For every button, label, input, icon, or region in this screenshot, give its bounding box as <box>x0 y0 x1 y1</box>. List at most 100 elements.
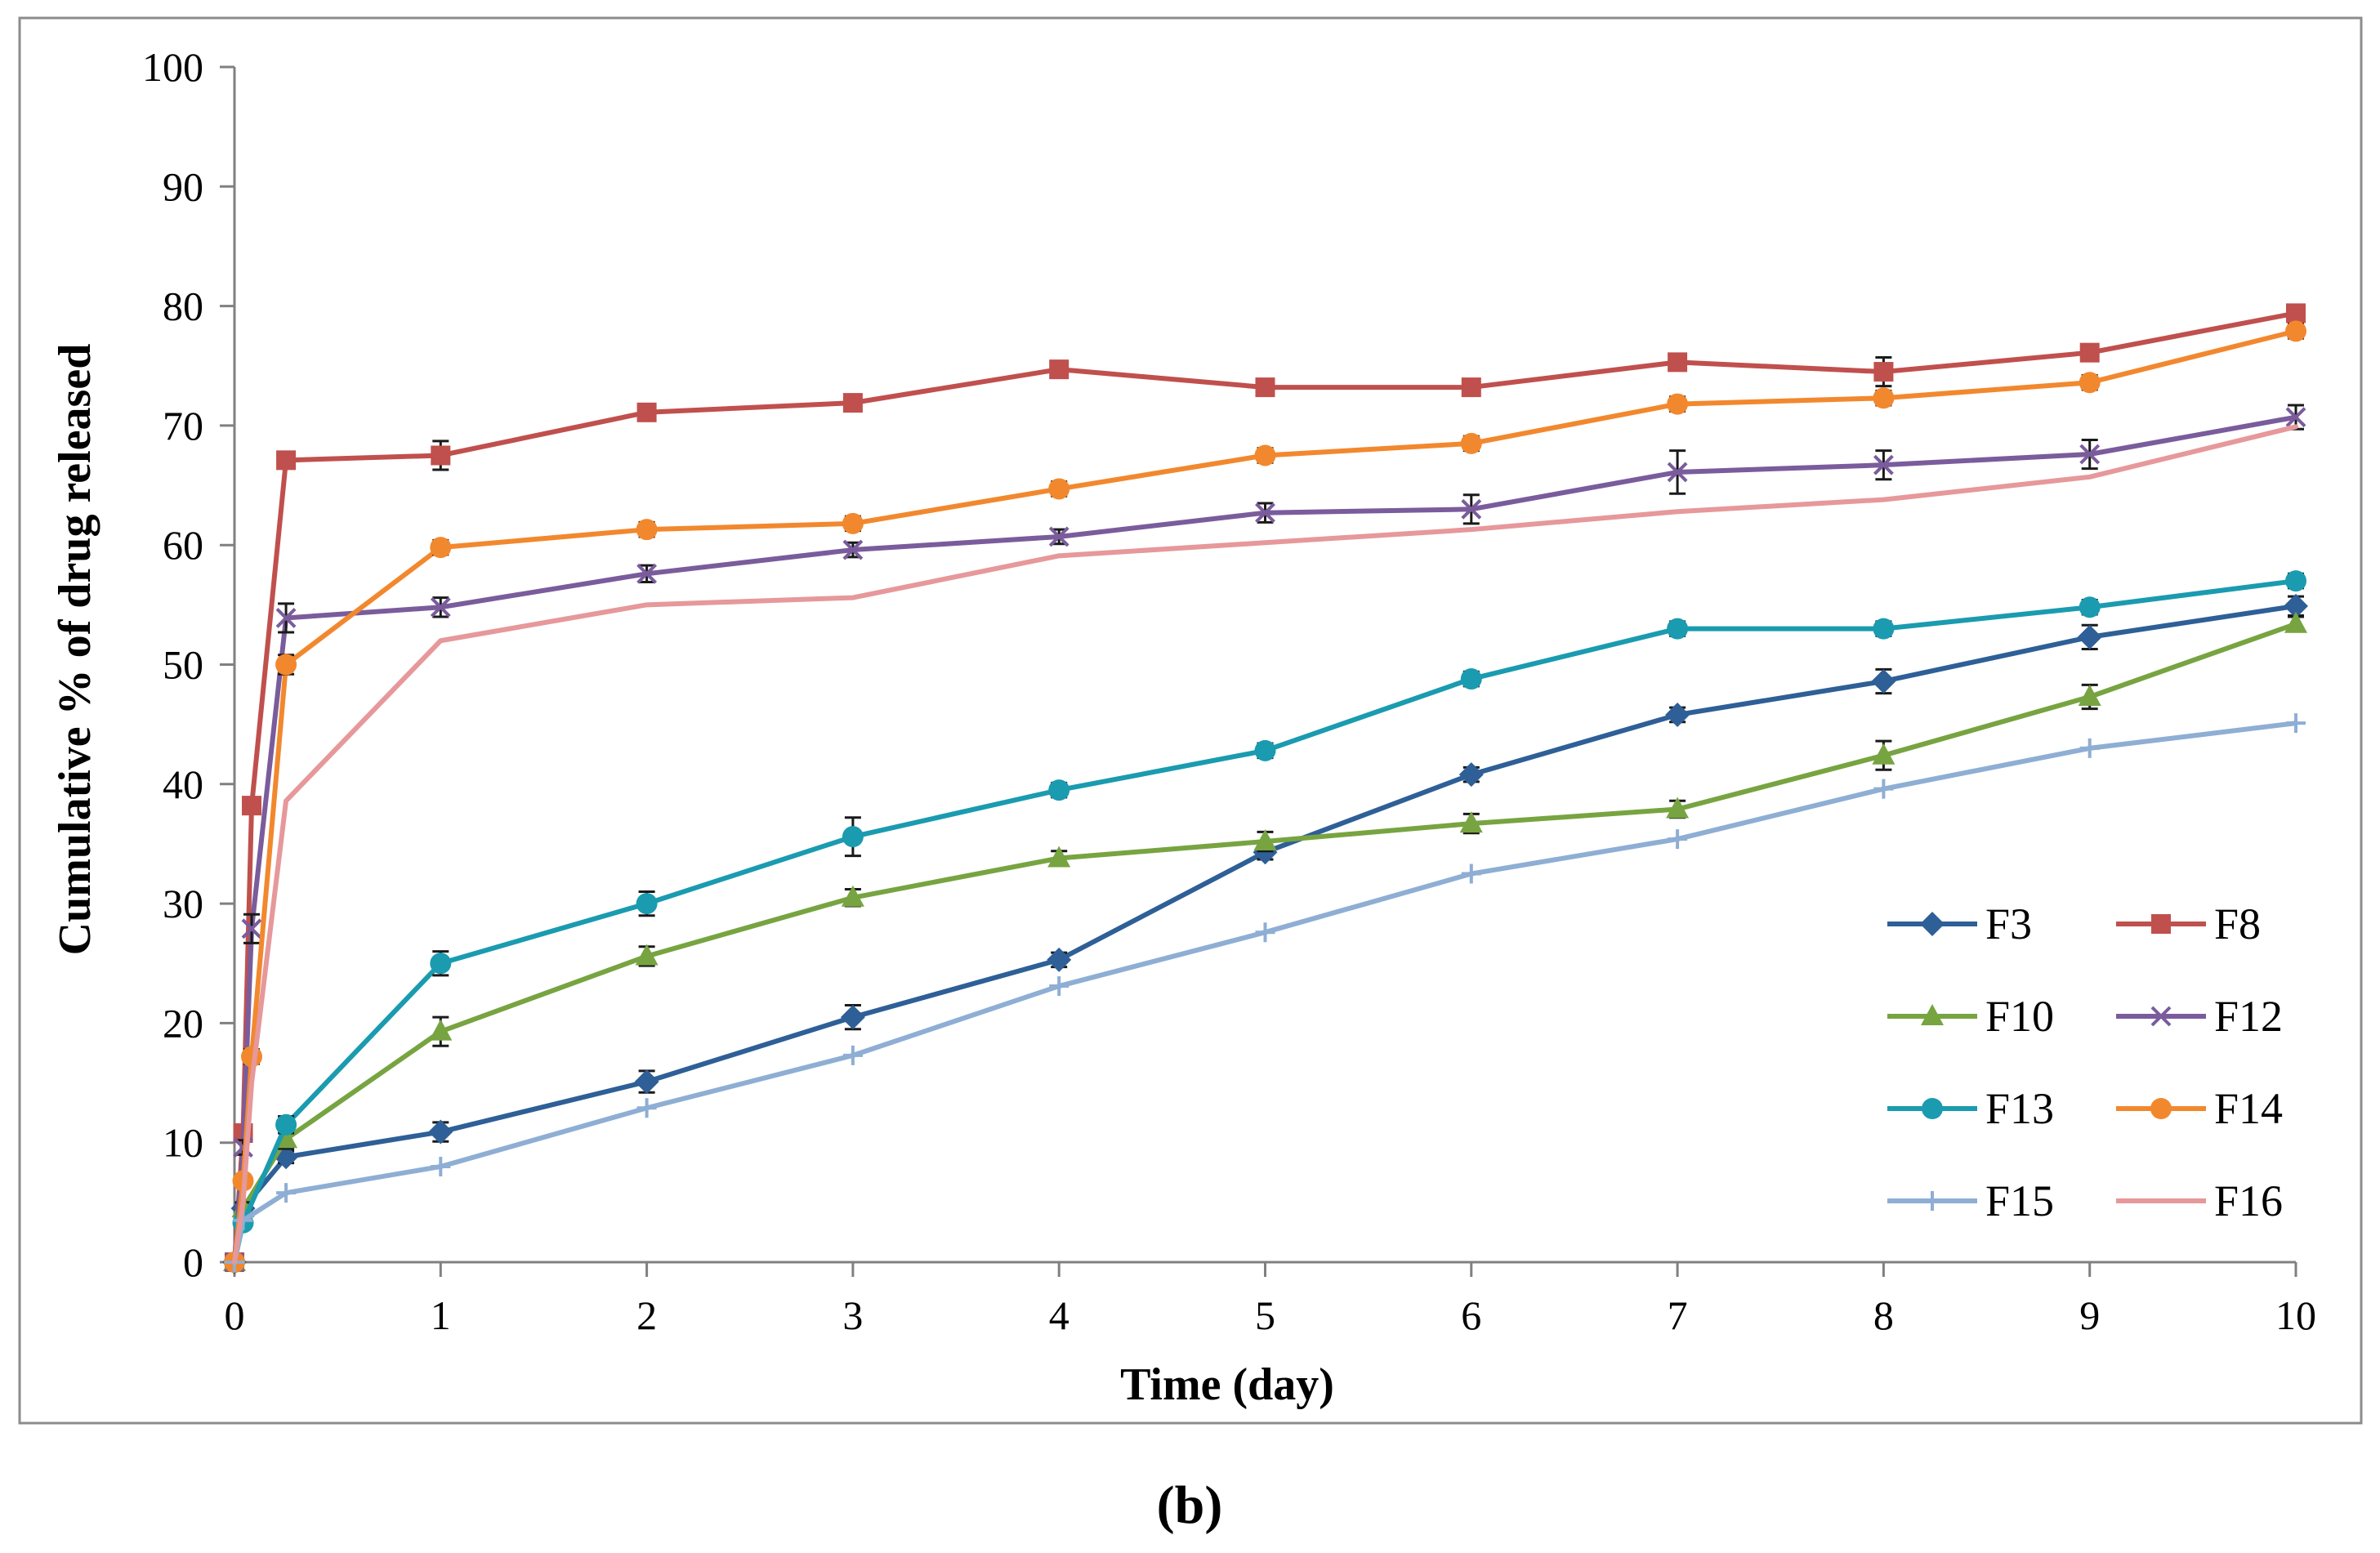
y-tick-label: 80 <box>163 283 203 329</box>
data-point <box>1871 668 1896 694</box>
data-point <box>430 596 451 618</box>
legend-label: F10 <box>1985 992 2054 1041</box>
series-line <box>232 424 2298 1265</box>
data-point <box>2286 303 2306 324</box>
legend-entry-f10: F10 <box>1887 992 2054 1041</box>
legend-label: F3 <box>1985 899 2032 948</box>
data-point <box>2078 685 2101 707</box>
data-point <box>275 608 297 628</box>
legend-entry-f16: F16 <box>2116 1176 2283 1225</box>
x-tick-label: 8 <box>1873 1292 1894 1338</box>
x-tick-label: 9 <box>2079 1292 2100 1338</box>
legend-swatch-marker <box>1922 1098 1943 1119</box>
x-tick-label: 0 <box>225 1292 245 1338</box>
y-tick-label: 40 <box>163 761 203 807</box>
data-point <box>1667 462 1688 483</box>
data-point <box>1048 779 1070 801</box>
data-point <box>2284 611 2307 633</box>
figure-caption: (b) <box>1157 1475 1223 1535</box>
x-tick-label: 4 <box>1049 1292 1069 1338</box>
data-point <box>242 796 262 816</box>
data-point <box>1253 829 1277 851</box>
data-point <box>842 512 864 534</box>
axes: 0 10 20 30 40 50 60 70 80 90 100 0 1 2 3 4 5 6 7 8 9 10 <box>142 44 2316 1338</box>
legend-label: F8 <box>2214 899 2261 948</box>
data-point <box>1460 432 1482 454</box>
data-point <box>1254 444 1276 466</box>
legend: F3 F8 F10 F12 F13 F14 F15 F16 <box>1887 899 2283 1225</box>
y-tick-label: 50 <box>163 642 203 688</box>
x-tick-label: 5 <box>1255 1292 1275 1338</box>
series-f16 <box>232 424 2298 1265</box>
data-point <box>1049 359 1069 380</box>
data-point <box>840 1005 865 1030</box>
x-tick-label: 2 <box>636 1292 657 1338</box>
legend-entry-f14: F14 <box>2116 1084 2283 1133</box>
x-axis-title: Time (day) <box>1120 1359 1334 1410</box>
data-point <box>635 944 659 966</box>
data-point <box>1667 393 1689 415</box>
data-point <box>276 450 297 471</box>
data-point <box>1668 829 1688 850</box>
y-tick-label: 20 <box>163 1000 203 1046</box>
data-point <box>2284 593 2308 618</box>
data-point <box>241 918 262 939</box>
y-tick-label: 100 <box>142 44 203 90</box>
data-point <box>634 1069 659 1095</box>
series-f15 <box>225 713 2306 1272</box>
data-point <box>636 563 658 584</box>
data-point <box>428 1119 453 1145</box>
legend-label: F16 <box>2214 1176 2283 1225</box>
data-point <box>1459 811 1483 833</box>
data-point <box>2079 342 2100 363</box>
data-point <box>276 1183 297 1203</box>
data-point <box>1460 668 1482 690</box>
x-tick-label: 7 <box>1668 1292 1688 1338</box>
series-line <box>232 414 2298 1265</box>
x-tick-label: 1 <box>431 1292 451 1338</box>
legend-label: F13 <box>1985 1084 2054 1133</box>
legend-entry-f15: F15 <box>1887 1176 2054 1225</box>
legend-label: F12 <box>2214 992 2283 1041</box>
data-point <box>842 826 864 848</box>
y-tick-label: 10 <box>163 1120 203 1166</box>
data-point <box>429 1019 453 1041</box>
y-tick-label: 0 <box>183 1239 203 1285</box>
legend-entry-f13: F13 <box>1887 1084 2054 1133</box>
x-tick-label: 10 <box>2275 1292 2316 1338</box>
y-tick-label: 70 <box>163 403 203 448</box>
data-point <box>1873 779 1894 799</box>
legend-label: F15 <box>1985 1176 2054 1225</box>
data-point <box>841 885 864 907</box>
legend-entry-f3: F3 <box>1887 899 2032 948</box>
data-point <box>2285 407 2306 428</box>
legend-swatch-marker <box>1920 912 1945 936</box>
data-point <box>842 1045 863 1065</box>
series-line <box>232 310 2298 1265</box>
data-point <box>636 519 658 541</box>
y-tick-label: 30 <box>163 881 203 926</box>
data-point <box>1668 352 1688 373</box>
data-point <box>1667 618 1689 640</box>
legend-entry-f12: F12 <box>2116 992 2283 1041</box>
data-point <box>431 445 451 466</box>
x-tick-label: 3 <box>842 1292 863 1338</box>
data-point <box>636 1098 657 1118</box>
legend-swatch-marker <box>2151 914 2171 934</box>
data-point <box>431 1156 451 1176</box>
legend-swatch-marker <box>2150 1006 2172 1027</box>
x-tick-label: 6 <box>1461 1292 1481 1338</box>
data-point <box>430 953 452 975</box>
legend-entry-f8: F8 <box>2116 899 2261 948</box>
data-point <box>430 537 452 559</box>
legend-swatch-marker <box>1921 1004 1944 1025</box>
data-point <box>1048 526 1069 547</box>
y-tick-label: 90 <box>163 163 203 209</box>
data-point <box>1255 922 1275 943</box>
data-point <box>1254 739 1276 761</box>
data-point <box>1873 387 1895 409</box>
series-group <box>222 303 2308 1274</box>
y-tick-label: 60 <box>163 522 203 568</box>
